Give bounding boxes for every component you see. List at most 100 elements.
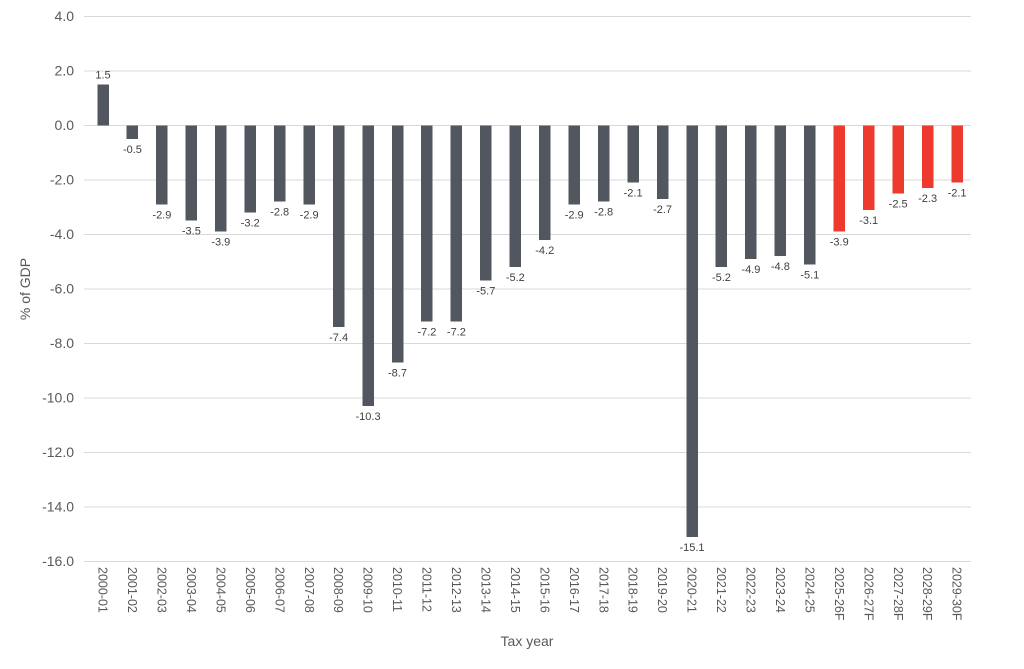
y-tick-label: 0.0 xyxy=(55,117,75,133)
x-tick-label: 2012-13 xyxy=(449,567,463,613)
bar-2020-21 xyxy=(686,125,698,537)
x-tick-label: 2005-06 xyxy=(243,567,257,613)
bar-2024-25 xyxy=(804,125,816,265)
bar-value-label: -2.1 xyxy=(948,188,967,200)
bar-value-label: -2.9 xyxy=(300,209,319,221)
x-tick-label: 2007-08 xyxy=(302,567,316,613)
bar-value-label: -2.7 xyxy=(653,204,672,216)
bar-2029-30F xyxy=(951,125,963,183)
x-tick-label: 2020-21 xyxy=(685,567,699,613)
x-tick-label: 2006-07 xyxy=(272,567,286,613)
bar-value-label: -3.9 xyxy=(211,237,230,249)
x-tick-label: 2008-09 xyxy=(331,567,345,613)
bar-value-label: -3.2 xyxy=(241,218,260,230)
y-tick-label: -2.0 xyxy=(50,171,74,187)
y-tick-label: -16.0 xyxy=(42,553,74,569)
x-tick-label: 2021-22 xyxy=(714,567,728,613)
bar-value-label: -4.8 xyxy=(771,261,790,273)
x-tick-label: 2011-12 xyxy=(420,567,434,612)
bar-value-label: -2.8 xyxy=(594,207,613,219)
bar-value-label: -3.1 xyxy=(859,215,878,227)
bar-2010-11 xyxy=(391,125,404,363)
y-tick-label: -6.0 xyxy=(50,280,74,296)
x-tick-label: 2022-23 xyxy=(744,567,758,613)
x-tick-label: 2013-14 xyxy=(478,567,492,613)
x-tick-label: 2028-29F xyxy=(920,567,934,621)
bar-2001-02 xyxy=(126,125,139,139)
x-tick-label: 2015-16 xyxy=(537,567,551,613)
y-tick-label: 2.0 xyxy=(55,62,75,78)
bar-2008-09 xyxy=(332,125,345,327)
x-tick-label: 2017-18 xyxy=(596,567,610,613)
y-tick-label: -10.0 xyxy=(42,389,74,405)
bar-value-label: -7.4 xyxy=(329,332,348,344)
bar-2012-13 xyxy=(450,125,463,322)
bar-2027-28F xyxy=(892,125,904,194)
bar-value-label: -15.1 xyxy=(679,542,704,554)
bar-2006-07 xyxy=(273,125,286,202)
bar-value-label: -2.1 xyxy=(624,188,643,200)
bar-value-label: 1.5 xyxy=(95,69,110,81)
x-tick-label: 2027-28F xyxy=(891,567,905,621)
bar-value-label: -2.5 xyxy=(889,198,908,210)
x-tick-label: 2016-17 xyxy=(567,567,581,613)
x-tick-label: 2023-24 xyxy=(773,567,787,613)
bar-value-label: -4.9 xyxy=(741,264,760,276)
bar-2021-22 xyxy=(715,125,728,267)
bar-value-label: -2.8 xyxy=(270,207,289,219)
bar-2022-23 xyxy=(745,125,757,259)
bar-value-label: -5.1 xyxy=(800,269,819,281)
bar-2017-18 xyxy=(597,125,610,202)
bar-2028-29F xyxy=(921,125,934,188)
x-tick-label: 2014-15 xyxy=(508,567,522,613)
bar-2003-04 xyxy=(185,125,198,221)
x-tick-label: 2009-10 xyxy=(361,567,375,613)
x-tick-label: 2000-01 xyxy=(96,567,110,613)
bar-value-label: -8.7 xyxy=(388,367,407,379)
y-tick-label: -8.0 xyxy=(50,335,74,351)
bar-value-label: -0.5 xyxy=(123,144,142,156)
y-axis-title: % of GDP xyxy=(17,257,33,321)
bar-2013-14 xyxy=(480,125,492,281)
bar-value-label: -4.2 xyxy=(535,245,554,257)
bar-value-label: -2.9 xyxy=(152,209,171,221)
x-tick-label: 2024-25 xyxy=(802,567,816,613)
x-tick-label: 2025-26F xyxy=(832,567,846,621)
bar-2002-03 xyxy=(156,125,168,205)
bar-2007-08 xyxy=(303,125,315,205)
bar-value-label: -10.3 xyxy=(356,411,381,423)
bar-2014-15 xyxy=(509,125,522,267)
x-tick-label: 2029-30F xyxy=(950,567,964,621)
bar-2015-16 xyxy=(539,125,551,240)
bar-value-label: -5.7 xyxy=(476,286,495,298)
bar-value-label: -2.9 xyxy=(565,209,584,221)
bar-2026-27F xyxy=(862,125,875,210)
bar-2023-24 xyxy=(774,125,787,257)
bar-2005-06 xyxy=(244,125,256,213)
bar-2011-12 xyxy=(421,125,433,322)
bar-value-label: -7.2 xyxy=(447,327,466,339)
bar-2000-01 xyxy=(97,84,109,126)
bar-value-label: -5.2 xyxy=(712,272,731,284)
x-tick-label: 2004-05 xyxy=(213,567,227,613)
y-tick-label: -14.0 xyxy=(42,498,74,514)
x-tick-label: 2010-11 xyxy=(390,567,404,612)
bar-2019-20 xyxy=(656,125,669,199)
bar-value-label: -3.5 xyxy=(182,226,201,238)
y-tick-label: -12.0 xyxy=(42,444,74,460)
bar-value-label: -7.2 xyxy=(417,327,436,339)
x-axis-title: Tax year xyxy=(500,633,554,649)
bar-2018-19 xyxy=(627,125,639,183)
x-tick-label: 2026-27F xyxy=(861,567,875,621)
x-tick-label: 2002-03 xyxy=(155,567,169,613)
bar-2009-10 xyxy=(362,125,374,406)
x-tick-label: 2019-20 xyxy=(655,567,669,613)
x-tick-label: 2003-04 xyxy=(184,567,198,613)
y-tick-label: -4.0 xyxy=(50,226,74,242)
bar-2025-26F xyxy=(833,125,845,232)
bar-value-label: -3.9 xyxy=(830,237,849,249)
x-tick-label: 2018-19 xyxy=(626,567,640,613)
y-tick-label: 4.0 xyxy=(55,8,75,24)
